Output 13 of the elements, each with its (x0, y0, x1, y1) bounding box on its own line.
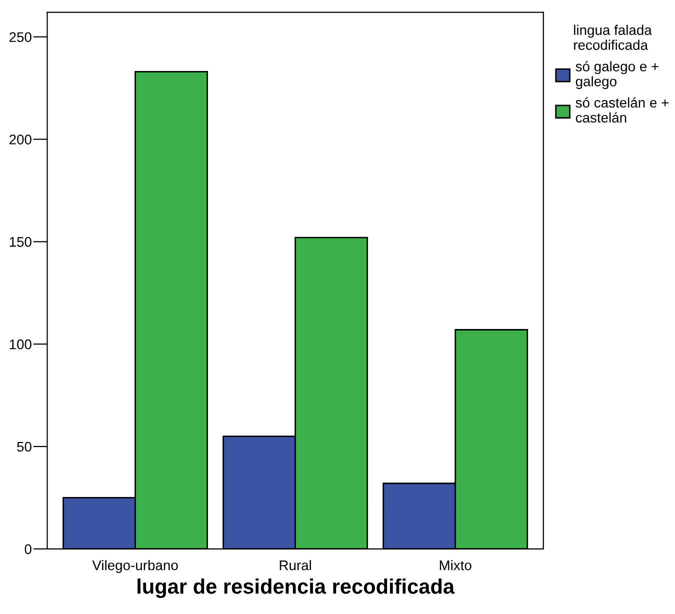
y-tick-label: 0 (24, 544, 32, 554)
x-tick-label: Rural (280, 560, 311, 570)
y-tick-label: 100 (10, 339, 32, 350)
y-tick-label: 250 (10, 32, 32, 42)
x-tick-label: Vilego-urbano (92, 560, 178, 573)
y-tick-label: 200 (10, 134, 32, 144)
y-tick-label: 150 (10, 237, 32, 247)
legend-label: só galego e + galego (576, 61, 658, 90)
legend-label: só castelán e + castelán (576, 97, 668, 123)
x-axis-title: lugar de residencia recodificada (138, 578, 455, 598)
y-tick-label: 50 (17, 442, 32, 452)
x-tick-label: Mixto (440, 560, 472, 570)
legend-title: lingua falada recodificada (574, 24, 652, 50)
